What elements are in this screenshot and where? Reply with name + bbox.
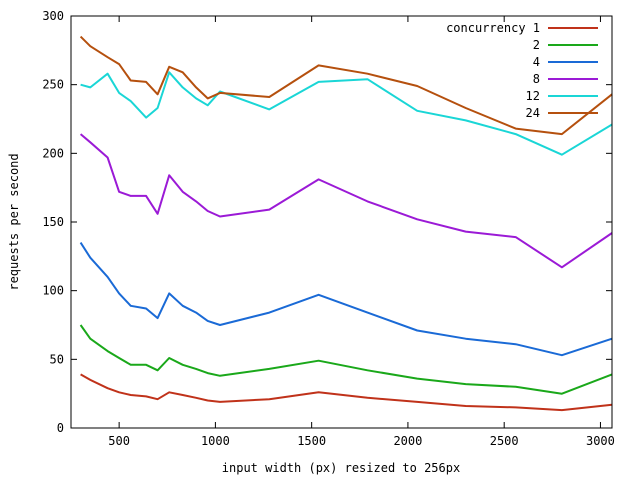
legend-label-1: 2 (533, 38, 540, 52)
legend-label-0: concurrency 1 (446, 21, 540, 35)
y-tick-label: 300 (42, 9, 64, 23)
series-layer (79, 35, 613, 412)
legend-label-4: 12 (526, 89, 540, 103)
x-tick-label: 3000 (586, 434, 615, 448)
y-tick-label: 150 (42, 215, 64, 229)
x-axis-label: input width (px) resized to 256px (222, 461, 460, 475)
legend-label-5: 24 (526, 106, 540, 120)
x-tick-label: 2000 (393, 434, 422, 448)
y-tick-label: 250 (42, 78, 64, 92)
y-tick-label: 50 (50, 352, 64, 366)
x-tick-label: 1500 (297, 434, 326, 448)
x-tick-label: 1000 (201, 434, 230, 448)
series-line-5 (79, 35, 613, 136)
series-line-0 (80, 373, 613, 412)
series-line-1 (79, 324, 613, 395)
legend-label-2: 4 (533, 55, 540, 69)
y-tick-label: 200 (42, 146, 64, 160)
y-axis-label: requests per second (7, 153, 21, 290)
series-line-4 (80, 71, 613, 156)
y-tick-label: 100 (42, 284, 64, 298)
axis-ticks: 0 50 100 150 200 250 300 500 1000 1500 2000 2500 300… (42, 9, 615, 448)
legend-label-3: 8 (533, 72, 540, 86)
x-tick-label: 2500 (490, 434, 519, 448)
plot-frame (70, 15, 613, 429)
x-tick-label: 500 (108, 434, 130, 448)
series-line-3 (79, 133, 613, 269)
series-line-2 (79, 242, 613, 357)
y-tick-label: 0 (57, 421, 64, 435)
